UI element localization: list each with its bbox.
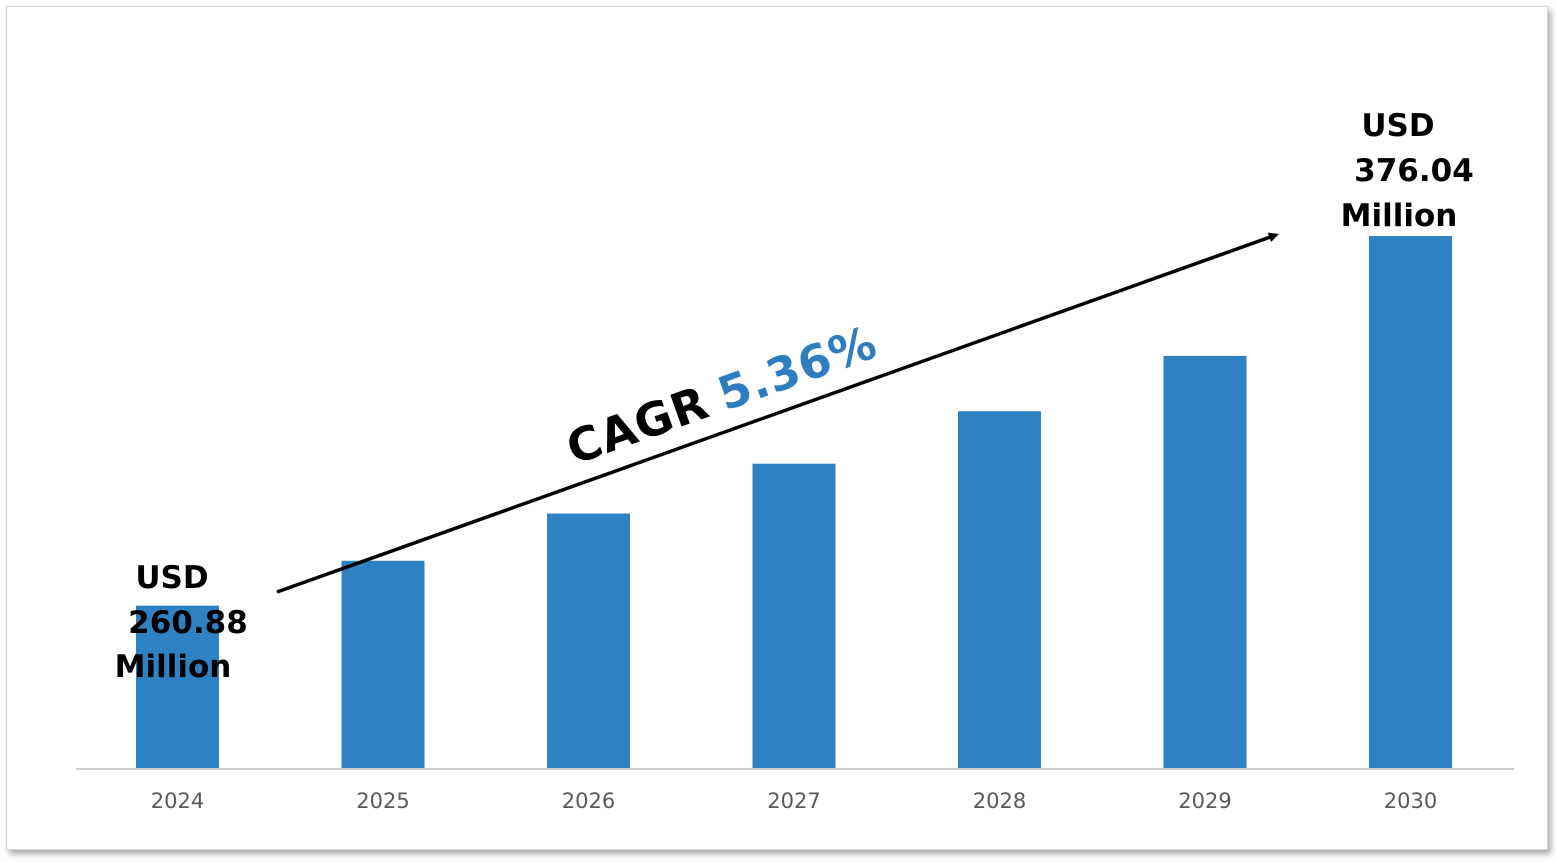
x-tick-label-2027: 2027 (767, 789, 820, 813)
start-annotation-line2: 260.88 (128, 605, 248, 641)
x-tick-labels: 2024 2025 2026 2027 2028 2029 2030 (151, 789, 1437, 813)
x-tick-label-2026: 2026 (562, 789, 615, 813)
cagr-annotation: CAGR5.36% (560, 315, 884, 475)
bar-2026 (547, 513, 630, 769)
bar-2028 (958, 411, 1041, 769)
x-tick-label-2025: 2025 (356, 789, 409, 813)
bars-group (136, 236, 1452, 769)
start-annotation-line1: USD (135, 560, 208, 596)
bar-2025 (341, 560, 425, 769)
end-annotation-line2: 376.04 (1354, 153, 1474, 189)
x-tick-label-2029: 2029 (1178, 789, 1231, 813)
cagr-label: CAGR (560, 375, 716, 475)
x-tick-label-2024: 2024 (151, 789, 204, 813)
start-annotation-line3: Million (115, 649, 232, 685)
start-value-annotation: USD 260.88 Million (115, 560, 248, 685)
bar-2024 (136, 605, 219, 769)
end-annotation-line3: Million (1341, 198, 1458, 234)
end-value-annotation: USD 376.04 Million (1341, 108, 1474, 234)
bar-2029 (1163, 355, 1247, 769)
end-annotation-line1: USD (1361, 108, 1434, 144)
x-tick-label-2028: 2028 (973, 789, 1026, 813)
x-tick-label-2030: 2030 (1384, 789, 1437, 813)
growth-arrow (276, 232, 1279, 594)
bar-2027 (752, 463, 836, 769)
bar-2030 (1369, 236, 1452, 769)
